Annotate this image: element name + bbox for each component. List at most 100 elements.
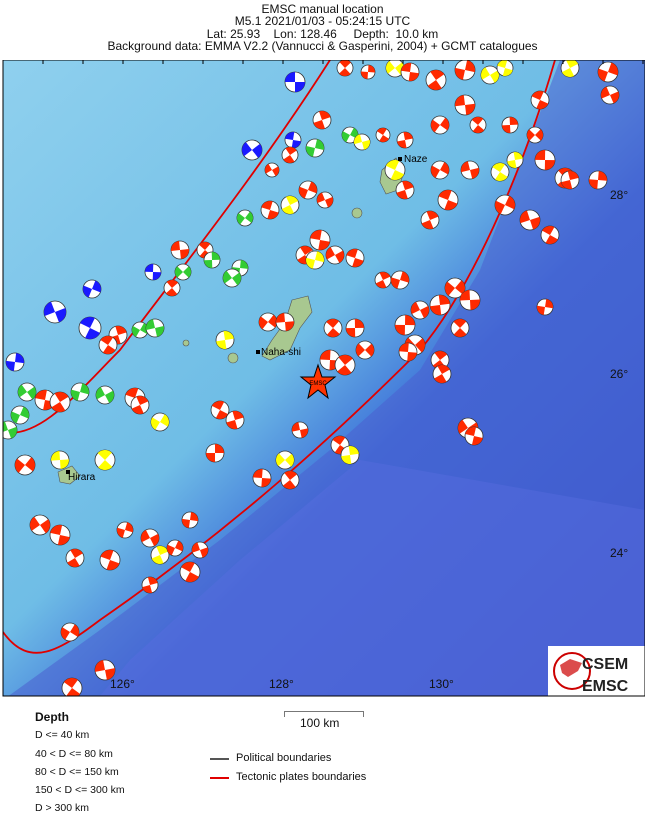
focal-mechanism-beachball — [280, 195, 300, 215]
focal-mechanism-beachball — [252, 468, 272, 488]
focal-mechanism-beachball — [98, 335, 118, 355]
focal-mechanism-beachball — [501, 116, 519, 134]
place-label-naha: Naha-shi — [261, 347, 301, 358]
focal-mechanism-beachball — [82, 279, 102, 299]
svg-text:EMSC: EMSC — [582, 678, 629, 695]
focal-mechanism-beachball — [469, 116, 487, 134]
focal-mechanism-beachball — [65, 548, 85, 568]
focal-mechanism-beachball — [536, 298, 554, 316]
focal-mechanism-beachball — [275, 312, 295, 332]
political-boundary-swatch — [210, 758, 229, 760]
focal-mechanism-beachball — [494, 194, 516, 216]
depth-class-2: 40 < D <= 80 km — [35, 748, 113, 760]
lon-label-128: 128° — [269, 677, 294, 691]
focal-mechanism-beachball — [464, 426, 484, 446]
focal-mechanism-beachball — [284, 131, 302, 149]
focal-mechanism-beachball — [17, 382, 37, 402]
focal-mechanism-beachball — [597, 61, 619, 83]
focal-mechanism-beachball — [163, 279, 181, 297]
focal-mechanism-beachball — [61, 677, 83, 696]
depth-class-5: D > 300 km — [35, 802, 89, 814]
focal-mechanism-beachball — [280, 470, 300, 490]
svg-text:CSEM: CSEM — [582, 656, 628, 673]
focal-mechanism-beachball — [166, 539, 184, 557]
focal-mechanism-beachball — [323, 318, 343, 338]
background-line: Background data: EMMA V2.2 (Vannucci & G… — [107, 39, 538, 53]
focal-mechanism-beachball — [29, 514, 51, 536]
focal-mechanism-beachball — [131, 321, 149, 339]
focal-mechanism-beachball — [14, 454, 36, 476]
focal-mechanism-beachball — [43, 300, 67, 324]
focal-mechanism-beachball — [10, 405, 30, 425]
seismic-map: EMSC Naze Naha-shi Hirara CSEM EMSC 126°… — [2, 60, 645, 697]
depth-class-3: 80 < D <= 150 km — [35, 766, 119, 778]
focal-mechanism-beachball — [336, 60, 354, 77]
depth-class-1: D <= 40 km — [35, 729, 90, 741]
focal-mechanism-beachball — [385, 60, 405, 78]
focal-mechanism-beachball — [222, 268, 242, 288]
focal-mechanism-beachball — [340, 445, 360, 465]
focal-mechanism-beachball — [353, 133, 371, 151]
star-icon — [299, 363, 337, 400]
focal-mechanism-beachball — [316, 191, 334, 209]
focal-mechanism-beachball — [400, 62, 420, 82]
focal-mechanism-beachball — [395, 180, 415, 200]
focal-mechanism-beachball — [506, 151, 524, 169]
depth-class-4: 150 < D <= 300 km — [35, 784, 125, 796]
focal-mechanism-beachball — [459, 289, 481, 311]
map-title: EMSC manual location — [261, 2, 384, 16]
focal-mechanism-beachball — [130, 395, 150, 415]
focal-mechanism-beachball — [145, 318, 165, 338]
focal-mechanism-beachball — [560, 170, 580, 190]
focal-mechanism-beachball — [140, 528, 160, 548]
focal-mechanism-beachball — [94, 659, 116, 681]
political-boundaries-label: Political boundaries — [236, 752, 332, 764]
focal-mechanism-beachball — [450, 318, 470, 338]
focal-mechanism-beachball — [94, 449, 116, 471]
focal-mechanism-beachball — [258, 312, 278, 332]
location-line: Lat: 25.93 Lon: 128.46 Depth: 10.0 km — [206, 27, 439, 41]
focal-mechanism-beachball — [49, 391, 71, 413]
lon-label-126: 126° — [110, 677, 135, 691]
focal-mechanism-beachball — [375, 127, 391, 143]
focal-mechanism-beachball — [526, 126, 544, 144]
focal-mechanism-beachball — [50, 450, 70, 470]
miyako-island — [57, 465, 81, 485]
focal-mechanism-beachball — [496, 60, 514, 77]
focal-mechanism-beachball — [281, 146, 299, 164]
focal-mechanism-beachball — [141, 576, 159, 594]
focal-mechanism-beachball — [360, 64, 376, 80]
place-label-hirara: Hirara — [68, 472, 96, 483]
focal-mechanism-beachball — [519, 209, 541, 231]
focal-mechanism-beachball — [60, 622, 80, 642]
focal-mechanism-beachball — [225, 410, 245, 430]
focal-mechanism-beachball — [291, 421, 309, 439]
focal-mechanism-beachball — [420, 210, 440, 230]
focal-mechanism-beachball — [305, 250, 325, 270]
focal-mechanism-beachball — [454, 94, 476, 116]
focal-mechanism-beachball — [210, 400, 230, 420]
focal-mechanism-beachball — [384, 159, 406, 181]
lat-label-24: 24° — [610, 546, 628, 560]
epicenter-marker[interactable]: EMSC — [299, 363, 337, 400]
focal-mechanism-beachball — [398, 342, 418, 362]
focal-mechanism-beachball — [540, 225, 560, 245]
focal-mechanism-beachball — [5, 352, 25, 372]
scale-label: 100 km — [300, 716, 340, 730]
focal-mechanism-beachball — [298, 180, 318, 200]
focal-mechanism-beachball — [181, 511, 199, 529]
focal-mechanism-beachball — [78, 316, 102, 340]
focal-mechanism-beachball — [150, 545, 170, 565]
focal-mechanism-beachball — [600, 85, 620, 105]
focal-mechanism-beachball — [410, 300, 430, 320]
event-line: M5.1 2021/01/03 - 05:24:15 UTC — [234, 14, 411, 28]
focal-mechanism-beachball — [432, 364, 452, 384]
focal-mechanism-beachball — [355, 340, 375, 360]
focal-mechanism-beachball — [174, 263, 192, 281]
lat-label-28: 28° — [610, 188, 628, 202]
focal-mechanism-beachball — [203, 251, 221, 269]
focal-mechanism-beachball — [284, 71, 306, 93]
focal-mechanism-beachball — [345, 248, 365, 268]
place-label-naze: Naze — [404, 154, 428, 165]
focal-mechanism-beachball — [444, 277, 466, 299]
